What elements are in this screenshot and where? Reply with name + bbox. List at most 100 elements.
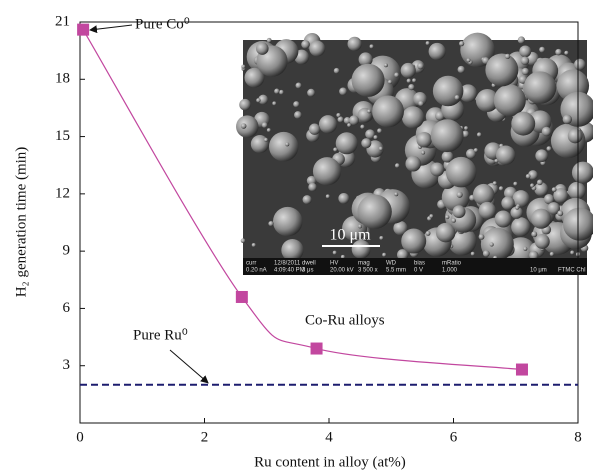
particle xyxy=(333,251,337,255)
particle xyxy=(568,129,583,144)
particle xyxy=(429,214,433,218)
particle xyxy=(352,64,385,97)
inset-footer-text: 0.20 nA xyxy=(246,268,267,274)
sem-inset xyxy=(236,33,593,275)
particle xyxy=(511,217,530,236)
scale-bar-label: 10 μm xyxy=(329,227,371,244)
particle xyxy=(272,101,276,105)
particle xyxy=(408,84,414,90)
inset-footer-text: 0 V xyxy=(414,268,423,274)
data-point xyxy=(311,343,323,355)
arrow xyxy=(170,350,208,383)
x-tick-label: 4 xyxy=(325,429,333,445)
particle xyxy=(505,54,510,59)
particle xyxy=(401,63,416,78)
particle xyxy=(241,65,245,69)
particle xyxy=(568,182,586,200)
particle xyxy=(334,68,340,74)
particle xyxy=(522,68,529,75)
inset-footer-text: mag xyxy=(358,261,370,267)
particle xyxy=(511,112,535,136)
particle xyxy=(407,79,411,83)
particle xyxy=(296,82,302,88)
y-tick-label: 18 xyxy=(55,71,70,87)
inset-footer-text: 3 μs xyxy=(302,268,313,274)
particle xyxy=(572,162,593,184)
particle xyxy=(370,44,374,48)
particle xyxy=(521,56,530,65)
particle xyxy=(307,89,315,97)
particle xyxy=(477,132,481,136)
particle xyxy=(294,111,302,119)
particle xyxy=(339,87,347,95)
particle xyxy=(281,239,303,261)
particle xyxy=(446,157,476,187)
inset-footer-text: 10 μm xyxy=(530,268,547,274)
data-point xyxy=(516,364,528,376)
particle xyxy=(479,234,485,240)
particle xyxy=(285,142,289,146)
particle xyxy=(515,206,519,210)
arrow xyxy=(90,25,132,30)
annotation: Co-Ru alloys xyxy=(305,312,385,328)
particle xyxy=(416,132,432,148)
particle xyxy=(537,179,543,185)
inset-footer-text: bias xyxy=(414,261,425,267)
annotation: Pure Co⁰ xyxy=(135,16,190,32)
particle xyxy=(418,101,423,106)
particle xyxy=(241,123,247,129)
x-tick-label: 8 xyxy=(574,429,582,445)
y-tick-label: 9 xyxy=(63,243,71,259)
particle xyxy=(431,119,464,152)
particle xyxy=(574,59,585,70)
x-tick-label: 6 xyxy=(450,429,458,445)
particle xyxy=(539,47,545,53)
x-tick-label: 0 xyxy=(76,429,84,445)
inset-footer-text: 3 500 x xyxy=(358,268,378,274)
particle xyxy=(349,115,359,125)
particle xyxy=(412,78,416,82)
y-axis-label: H₂ generation time (min) xyxy=(13,147,29,298)
inset-footer-text: mRatio xyxy=(442,261,462,267)
inset-footer-text: FTMC ChI xyxy=(558,268,586,274)
particle xyxy=(524,71,557,104)
particle xyxy=(394,73,399,78)
particle xyxy=(309,124,320,135)
particle xyxy=(555,49,562,56)
reference-label: Pure Ru⁰ xyxy=(133,327,188,343)
particle xyxy=(512,190,529,207)
particle xyxy=(379,236,383,240)
particle xyxy=(405,156,421,172)
data-point xyxy=(236,291,248,303)
particle xyxy=(382,253,386,257)
particle xyxy=(459,41,464,46)
particle xyxy=(552,187,557,192)
y-tick-label: 15 xyxy=(55,128,70,144)
particle xyxy=(303,195,312,204)
particle xyxy=(360,125,364,129)
particle xyxy=(479,202,496,219)
particle xyxy=(421,151,425,155)
particle xyxy=(395,163,400,168)
data-point xyxy=(77,24,89,36)
particle xyxy=(535,149,548,162)
particle xyxy=(457,192,463,198)
particle xyxy=(308,183,317,192)
particle xyxy=(485,53,518,86)
particle xyxy=(471,252,475,256)
particle xyxy=(241,238,246,243)
particle xyxy=(301,40,310,49)
particle xyxy=(550,252,554,256)
particle xyxy=(526,174,531,179)
particle xyxy=(273,207,302,236)
particle xyxy=(523,247,527,251)
particle xyxy=(564,51,568,55)
particle xyxy=(547,146,552,151)
particle xyxy=(348,37,362,51)
particle xyxy=(267,128,271,132)
particle xyxy=(494,84,526,116)
particle xyxy=(326,194,330,198)
particle xyxy=(388,80,392,84)
inset-footer-text: WD xyxy=(386,261,397,267)
particle xyxy=(236,115,258,137)
